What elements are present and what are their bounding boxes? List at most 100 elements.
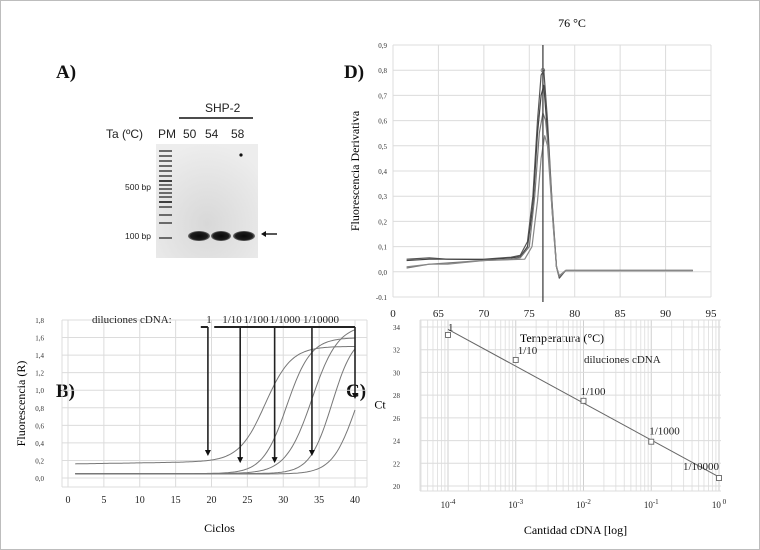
x-tick-label: 20 bbox=[207, 495, 217, 506]
ladder-band bbox=[159, 150, 172, 152]
chart-title: 76 °C bbox=[558, 16, 586, 30]
dilution-label: 1 bbox=[206, 314, 212, 326]
gene-label: SHP-2 bbox=[205, 101, 241, 115]
gel-speck bbox=[239, 153, 243, 157]
y-tick-label: 1,4 bbox=[35, 352, 44, 360]
ladder-band bbox=[159, 180, 172, 182]
dna-ladder bbox=[159, 150, 172, 239]
dilution-arrow-head bbox=[271, 457, 278, 464]
y-tick-label: 0,7 bbox=[378, 92, 387, 100]
y-tick-label: 0,6 bbox=[35, 422, 44, 430]
data-point bbox=[716, 475, 722, 482]
x-tick-label: 10-3 bbox=[508, 498, 523, 510]
data-point-label: 1 bbox=[448, 322, 454, 334]
lane-label-58: 58 bbox=[231, 127, 245, 141]
x-tick-label: 10-2 bbox=[576, 498, 591, 510]
x-tick-label: 65 bbox=[433, 308, 445, 320]
amplification-curve bbox=[75, 348, 356, 475]
y-tick-label: 0,5 bbox=[378, 143, 387, 151]
x-tick-label: 90 bbox=[660, 308, 672, 320]
ladder-band bbox=[159, 160, 172, 162]
dilution-arrow-head bbox=[204, 450, 211, 457]
ladder-band bbox=[159, 237, 172, 239]
y-tick-label: 0,6 bbox=[378, 118, 387, 126]
x-tick-label: 25 bbox=[242, 495, 252, 506]
ladder-band bbox=[159, 170, 172, 172]
dilutions-title: diluciones cDNA: bbox=[92, 314, 172, 326]
y-tick-label: 0,0 bbox=[35, 475, 44, 483]
standard-curve-chart: 20 22 24 26 28 30 32 34 10-4 10-3 10-2 10-1 10 0 Cant… bbox=[374, 319, 727, 537]
y-tick-label: 0,0 bbox=[378, 269, 387, 277]
x-tick-label: 95 bbox=[706, 308, 718, 320]
amplification-curve bbox=[75, 346, 355, 465]
x-axis-label: Ciclos bbox=[204, 521, 235, 535]
y-tick-label: 30 bbox=[393, 369, 401, 377]
y-tick-label: 0,2 bbox=[35, 457, 44, 465]
amplification-curve bbox=[75, 409, 356, 475]
panel-label-d: D) bbox=[344, 62, 365, 83]
dilution-arrow-head bbox=[237, 457, 244, 464]
x-tick-label: 80 bbox=[569, 308, 581, 320]
ladder-band bbox=[159, 196, 172, 198]
y-tick-label: 32 bbox=[393, 347, 401, 355]
ta-label: Ta (ºC) bbox=[106, 127, 143, 141]
x-tick-label: 10-1 bbox=[644, 498, 659, 510]
y-tick-label: 26 bbox=[393, 415, 401, 423]
ladder-band bbox=[159, 155, 172, 157]
left-arrow-icon bbox=[261, 231, 277, 237]
ladder-band bbox=[159, 175, 172, 177]
ladder-band bbox=[159, 201, 172, 203]
data-point-label: 1/1000 bbox=[649, 426, 680, 438]
melt-series-line bbox=[406, 84, 693, 279]
y-axis-label: Fluorescencia Derivativa bbox=[348, 110, 362, 231]
y-tick-label: 0,3 bbox=[378, 193, 387, 201]
y-tick-label: 1,2 bbox=[35, 370, 44, 378]
ladder-band bbox=[159, 184, 172, 186]
lane-label-pm: PM bbox=[158, 127, 176, 141]
band-lane-58 bbox=[233, 231, 255, 241]
band-lane-50 bbox=[188, 231, 210, 241]
data-point bbox=[648, 438, 655, 445]
y-tick-label: -0.1 bbox=[376, 294, 388, 302]
data-point-label: 1/10 bbox=[518, 345, 538, 357]
dilution-arrow-head bbox=[308, 450, 315, 457]
panel-label-b: B) bbox=[56, 381, 75, 402]
dilution-label: 1/100 bbox=[243, 314, 269, 326]
y-tick-label: 22 bbox=[393, 460, 401, 468]
x-tick-label: 35 bbox=[314, 495, 324, 506]
y-tick-label: 0,8 bbox=[378, 67, 387, 75]
data-point-label: 1/100 bbox=[581, 386, 607, 398]
ladder-band bbox=[159, 188, 172, 190]
y-tick-label: 1,0 bbox=[35, 387, 44, 395]
dilution-label: 1/10000 bbox=[303, 314, 340, 326]
band-lane-54 bbox=[211, 231, 231, 241]
peak-marker-point bbox=[540, 68, 546, 73]
dilution-label: 1/1000 bbox=[270, 314, 301, 326]
y-tick-label: 0,8 bbox=[35, 405, 44, 413]
y-tick-label: 20 bbox=[393, 483, 401, 491]
x-tick-label: 85 bbox=[615, 308, 627, 320]
x-tick-label: 10 bbox=[135, 495, 145, 506]
ladder-band bbox=[159, 165, 172, 167]
dilution-arrow-head bbox=[352, 393, 358, 399]
x-tick-label: 10 0 bbox=[712, 498, 727, 510]
x-tick-label: 5 bbox=[101, 495, 106, 506]
ladder-band bbox=[159, 192, 172, 194]
x-tick-label: 0 bbox=[390, 308, 396, 320]
x-tick-label: 0 bbox=[66, 495, 71, 506]
marker-500bp: 500 bp bbox=[125, 182, 151, 192]
x-tick-label: 30 bbox=[278, 495, 288, 506]
y-tick-label: 1,6 bbox=[35, 335, 44, 343]
y-tick-label: 34 bbox=[393, 324, 401, 332]
x-tick-label: 15 bbox=[171, 495, 181, 506]
dilution-label: 1/10 bbox=[222, 314, 242, 326]
marker-100bp: 100 bp bbox=[125, 231, 151, 241]
data-point-label: 1/10000 bbox=[683, 461, 720, 473]
amplification-chart: 0,0 0,2 0,4 0,6 0,8 1,0 1,2 1,4 1,6 1,8 0 5 10 15 20 25… bbox=[14, 314, 368, 535]
melt-curve-chart: 76 °C -0.1 0,0 0,1 0,2 0,3 0,4 0,5 0,6 0,7 0,8 0,9 0… bbox=[348, 16, 718, 345]
y-tick-label: 0,2 bbox=[378, 218, 387, 226]
y-tick-label: 0,9 bbox=[378, 42, 387, 50]
ladder-band bbox=[159, 214, 172, 216]
x-axis-label: Cantidad cDNA [log] bbox=[524, 523, 627, 537]
data-point bbox=[445, 332, 451, 338]
